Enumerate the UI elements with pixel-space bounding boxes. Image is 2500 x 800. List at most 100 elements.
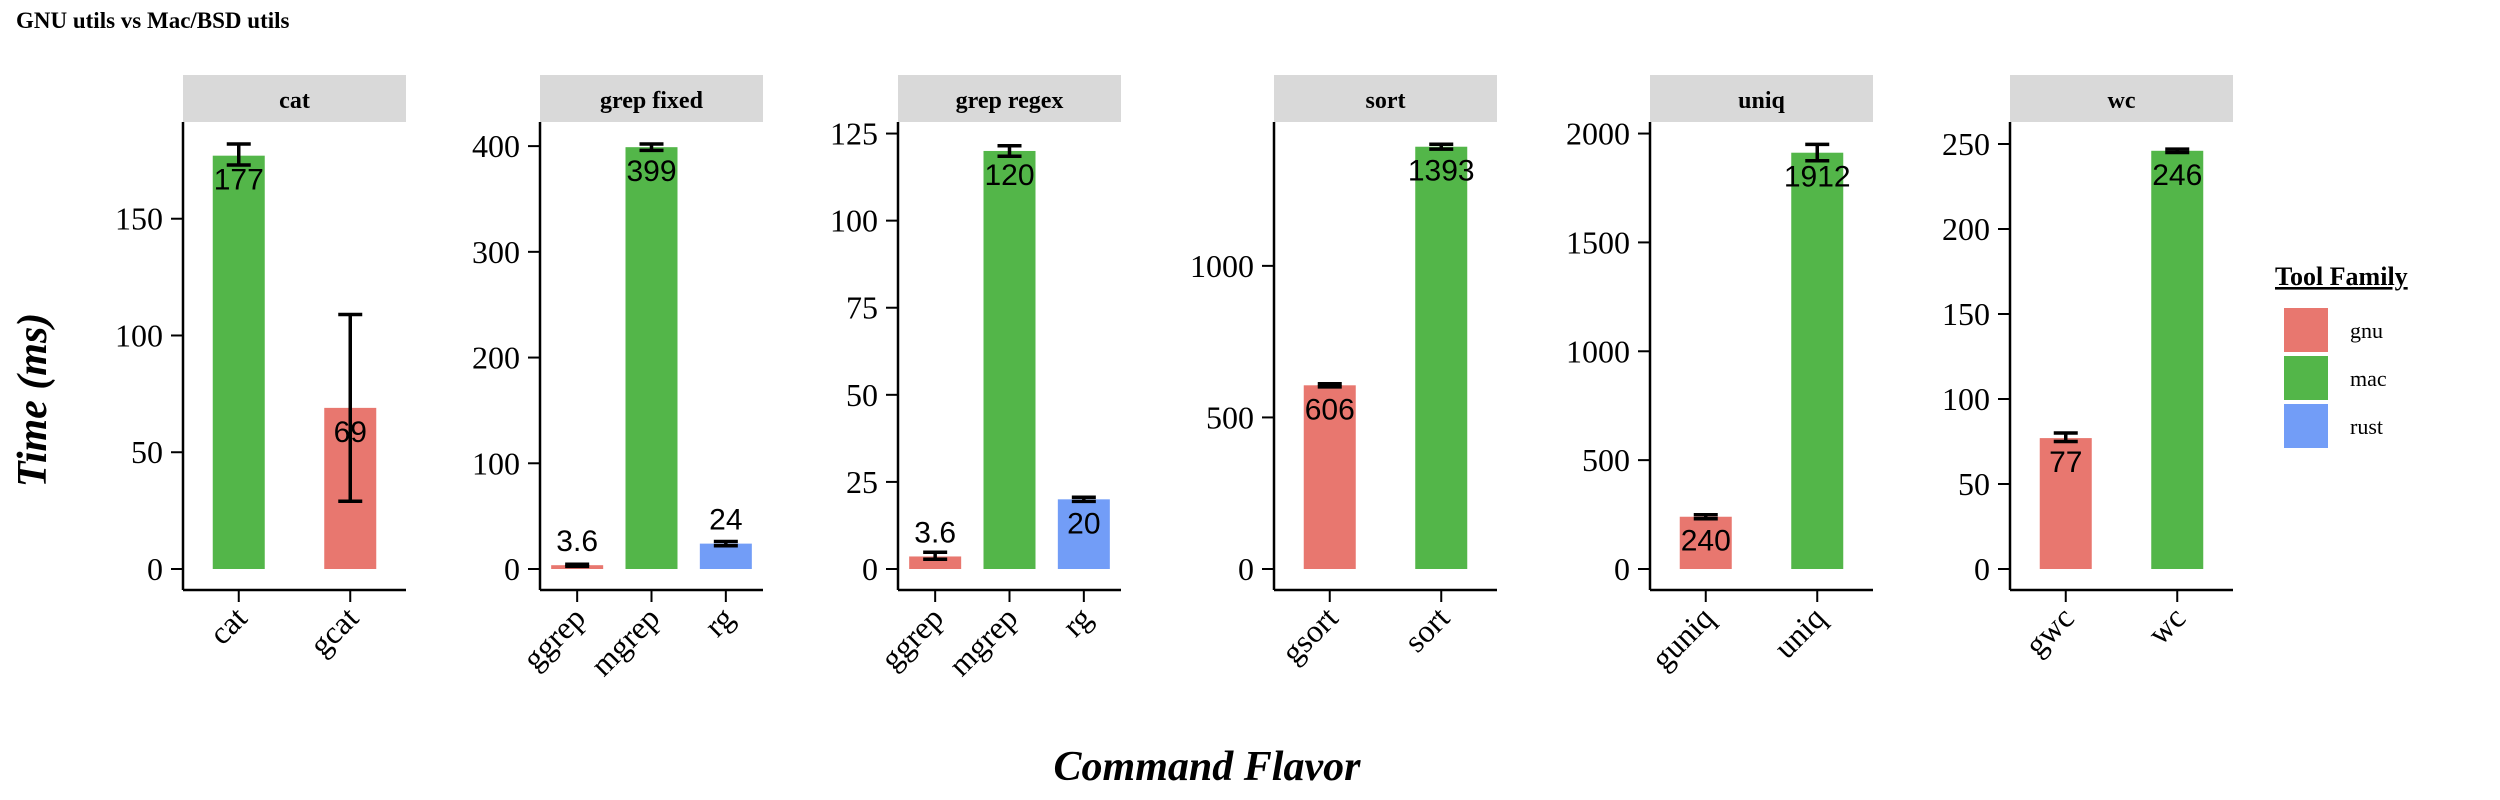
bar-value-label: 24 — [709, 504, 742, 537]
facet-panel-grep-regex: grep regex 0 25 50 75 100 125 3.6 ggrep 120 mgrep 2… — [830, 75, 1121, 683]
y-tick-label: 0 — [147, 551, 163, 587]
y-tick-label: 75 — [846, 290, 878, 326]
legend-key-rust — [2284, 404, 2328, 448]
bar-value-label: 246 — [2152, 159, 2202, 192]
bar-value-label: 399 — [626, 155, 676, 188]
y-tick-label: 500 — [1582, 442, 1630, 478]
bar-value-label: 240 — [1681, 525, 1731, 558]
y-tick-label: 2000 — [1566, 116, 1630, 152]
y-tick-label: 0 — [1974, 551, 1990, 587]
x-tick-label: gwc — [2018, 599, 2081, 662]
y-tick-label: 0 — [1614, 551, 1630, 587]
bar-value-label: 177 — [214, 164, 264, 197]
facet-strip-label: uniq — [1738, 88, 1785, 114]
bar-cat — [212, 155, 265, 569]
bar-gwc — [2039, 438, 2092, 569]
facet-strip-label: cat — [279, 88, 310, 114]
legend-key-gnu — [2284, 308, 2328, 352]
y-tick-label: 50 — [131, 434, 163, 470]
y-tick-label: 1000 — [1566, 333, 1630, 369]
y-tick-label: 300 — [472, 234, 520, 270]
bar-gsort — [1303, 385, 1356, 569]
bar-rg — [1057, 499, 1110, 569]
bar-mgrep — [625, 147, 678, 570]
facet-strip — [2010, 75, 2233, 122]
y-tick-label: 100 — [830, 203, 878, 239]
facet-strip — [540, 75, 763, 122]
y-tick-label: 100 — [115, 317, 163, 353]
facet-strip-label: grep fixed — [600, 88, 704, 114]
legend: Tool Family gnu mac rust — [2275, 262, 2408, 448]
y-tick-label: 50 — [846, 377, 878, 413]
facet-panel-sort: sort 0 500 1000 606 gsort 1393 sort — [1190, 75, 1497, 670]
y-tick-label: 200 — [472, 340, 520, 376]
bar-value-label: 3.6 — [914, 516, 956, 549]
x-tick-label: rg — [1055, 599, 1099, 643]
bar-value-label: 1393 — [1408, 155, 1475, 188]
x-tick-label: wc — [2140, 599, 2192, 651]
bar-uniq — [1791, 152, 1844, 569]
y-tick-label: 25 — [846, 464, 878, 500]
facet-strip — [183, 75, 406, 122]
facet-strip — [1274, 75, 1497, 122]
x-tick-label: gsort — [1274, 599, 1345, 670]
y-tick-label: 500 — [1206, 399, 1254, 435]
x-axis-title: Command Flavor — [1054, 744, 1362, 790]
facet-strip-label: wc — [2108, 88, 2136, 114]
bar-value-label: 120 — [984, 159, 1034, 192]
bar-value-label: 1912 — [1784, 161, 1851, 194]
y-tick-label: 250 — [1942, 126, 1990, 162]
x-tick-label: mgrep — [941, 599, 1024, 682]
x-tick-label: gcat — [302, 599, 365, 662]
y-tick-label: 1000 — [1190, 248, 1254, 284]
x-tick-label: mgrep — [583, 599, 666, 682]
bar-value-label: 606 — [1305, 393, 1355, 426]
x-tick-label: guniq — [1644, 599, 1721, 676]
facet-strip — [1650, 75, 1873, 122]
y-tick-label: 50 — [1958, 466, 1990, 502]
y-tick-label: 150 — [1942, 296, 1990, 332]
bar-guniq — [1679, 516, 1732, 569]
bar-wc — [2151, 150, 2204, 570]
y-tick-label: 0 — [862, 551, 878, 587]
y-tick-label: 100 — [472, 445, 520, 481]
facet-panels: cat 0 50 100 150 177 cat 69 gcat grep fixed 0 100 20… — [115, 75, 2233, 683]
y-tick-label: 0 — [504, 551, 520, 587]
bar-ggrep — [909, 556, 962, 569]
y-tick-label: 150 — [115, 201, 163, 237]
x-tick-label: uniq — [1767, 599, 1833, 665]
y-tick-label: 200 — [1942, 211, 1990, 247]
y-tick-label: 100 — [1942, 381, 1990, 417]
bar-value-label: 77 — [2049, 446, 2082, 479]
legend-key-mac — [2284, 356, 2328, 400]
y-tick-label: 0 — [1238, 551, 1254, 587]
x-tick-label: rg — [697, 599, 741, 643]
y-tick-label: 125 — [830, 116, 878, 152]
x-tick-label: sort — [1397, 599, 1456, 658]
chart-title: GNU utils vs Mac/BSD utils — [16, 8, 290, 33]
bar-mgrep — [983, 150, 1036, 569]
bar-value-label: 20 — [1067, 507, 1100, 540]
legend-label-rust: rust — [2350, 414, 2383, 439]
bar-value-label: 69 — [334, 416, 367, 449]
y-axis-title: Time (ms) — [10, 313, 56, 488]
legend-label-gnu: gnu — [2350, 318, 2383, 343]
facet-panel-wc: wc 0 50 100 150 200 250 77 gwc 246 wc — [1942, 75, 2233, 663]
facet-strip — [898, 75, 1121, 122]
bar-sort — [1415, 146, 1468, 569]
x-tick-label: ggrep — [873, 599, 950, 676]
facet-panel-uniq: uniq 0 500 1000 1500 2000 240 guniq 1912 uniq — [1566, 75, 1873, 676]
facet-panel-grep-fixed: grep fixed 0 100 200 300 400 3.6 ggrep 399 mgrep 2… — [472, 75, 763, 683]
facet-panel-cat: cat 0 50 100 150 177 cat 69 gcat — [115, 75, 406, 663]
legend-title: Tool Family — [2275, 262, 2408, 291]
x-tick-label: cat — [202, 599, 254, 651]
bar-rg — [699, 543, 752, 569]
facet-strip-label: sort — [1366, 88, 1406, 114]
bar-value-label: 3.6 — [556, 525, 598, 558]
y-tick-label: 400 — [472, 128, 520, 164]
x-tick-label: ggrep — [515, 599, 592, 676]
y-tick-label: 1500 — [1566, 224, 1630, 260]
legend-label-mac: mac — [2350, 366, 2387, 391]
facet-strip-label: grep regex — [956, 88, 1064, 114]
